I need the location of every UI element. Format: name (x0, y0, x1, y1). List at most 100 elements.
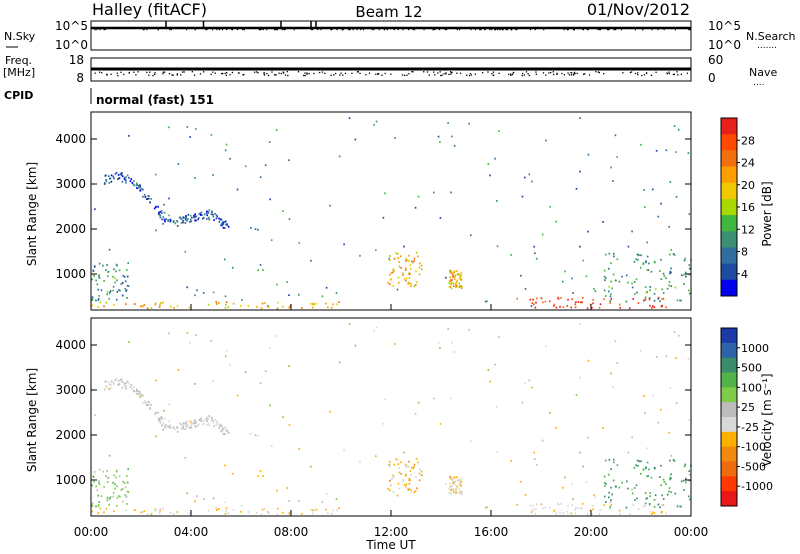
power-cell (447, 122, 449, 124)
velocity-cell (216, 421, 219, 424)
nave-dot (542, 72, 545, 74)
velocity-cell (149, 407, 151, 410)
velocity-cell (661, 504, 664, 506)
velocity-cell (659, 476, 661, 478)
velocity-cell (247, 511, 250, 513)
velocity-cell (531, 508, 534, 511)
velocity-cell (451, 341, 453, 344)
power-cell (315, 302, 318, 305)
nave-dot (220, 72, 223, 75)
power-cell (126, 297, 128, 299)
power-cell (670, 267, 672, 270)
velocity-cell (169, 426, 172, 429)
velocity-cell (458, 492, 461, 495)
colorbar-tick-label: 20 (741, 179, 755, 192)
velocity-cell (257, 475, 259, 478)
power-cell (404, 279, 407, 282)
velocity-cell (453, 481, 455, 484)
velocity-cell (675, 357, 677, 360)
power-cell (660, 202, 662, 205)
nsearch-dot (185, 29, 188, 31)
power-cell (653, 299, 656, 302)
power-cell (410, 282, 412, 285)
date-title: 01/Nov/2012 (587, 0, 690, 19)
power-cell (229, 157, 231, 160)
velocity-cell (670, 473, 672, 476)
velocity-cell (448, 487, 451, 490)
nave-dot (339, 74, 341, 76)
velocity-cell (496, 405, 498, 408)
colorbar-swatch (721, 461, 737, 477)
velocity-cell (114, 483, 116, 486)
velocity-cell (105, 507, 108, 510)
velocity-cell (163, 424, 166, 427)
power-cell (110, 174, 113, 177)
power-cell (662, 297, 665, 300)
power-cell (521, 195, 524, 198)
velocity-cell (670, 477, 672, 480)
power-cell (646, 291, 648, 293)
power-cell (215, 217, 218, 220)
power-cell (206, 218, 208, 220)
power-cell (685, 275, 687, 278)
velocity-cell (206, 420, 208, 423)
power-cell (206, 210, 208, 213)
power-cell (211, 213, 214, 216)
power-cell (321, 295, 324, 298)
power-cell (259, 176, 262, 179)
velocity-cell (125, 382, 127, 385)
power-cell (530, 180, 533, 183)
velocity-cell (638, 460, 641, 463)
nave-dot (468, 74, 471, 77)
power-cell (612, 273, 615, 276)
power-cell (105, 269, 107, 271)
colorbar-swatch (721, 446, 737, 462)
nave-dot (521, 74, 523, 77)
velocity-cell (195, 421, 197, 424)
power-cell (108, 297, 110, 300)
velocity-plot-background (91, 318, 691, 516)
velocity-cell (105, 475, 107, 477)
nsearch-dot (194, 29, 196, 31)
velocity-cell (633, 466, 636, 469)
nsearch-dot (634, 29, 636, 31)
nsearch-dot (516, 29, 518, 31)
velocity-cell (665, 483, 667, 486)
nave-dot (183, 71, 185, 73)
power-cell (660, 258, 662, 261)
nave-dot (365, 73, 367, 76)
power-cell (97, 306, 100, 309)
power-cell (619, 306, 622, 309)
power-cell (127, 262, 130, 264)
velocity-cell (688, 470, 691, 473)
colorbar-swatch (721, 231, 737, 248)
velocity-cell (598, 512, 601, 515)
power-cell (223, 258, 226, 261)
velocity-cell (524, 382, 526, 385)
power-scatter-marks (91, 117, 692, 310)
power-cell (609, 295, 612, 298)
power-cell (225, 301, 228, 304)
power-cell (529, 298, 532, 301)
power-cell (646, 255, 649, 258)
velocity-cell (653, 498, 656, 501)
power-cell (247, 305, 250, 307)
power-cell (580, 301, 582, 304)
power-cell (496, 199, 498, 202)
velocity-cell (207, 422, 210, 425)
velocity-cell (459, 491, 462, 494)
power-cell (644, 286, 647, 289)
power-cell (277, 301, 279, 304)
power-cell (158, 211, 160, 214)
velocity-cell (330, 512, 333, 515)
nsearch-dot (262, 29, 264, 31)
velocity-cell (452, 477, 455, 480)
nsearch-dot (205, 29, 207, 31)
power-cell (534, 252, 536, 255)
velocity-cell (675, 402, 678, 404)
velocity-cell (635, 484, 638, 487)
velocity-cell (553, 510, 555, 513)
power-cell (120, 174, 123, 176)
